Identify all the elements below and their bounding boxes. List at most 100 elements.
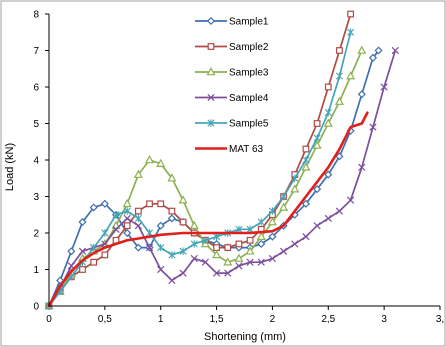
- y-tick-label: 3: [33, 192, 39, 203]
- data-point-sample3: [223, 257, 233, 266]
- data-point-sample4: [235, 262, 243, 270]
- legend-item-sample5: Sample5: [195, 119, 269, 130]
- data-point-sample2: [324, 83, 332, 91]
- data-point-sample4: [358, 163, 366, 171]
- y-tick-label: 6: [33, 83, 39, 94]
- x-axis-ticks: 0 0,5 1 1,5 2 2,5 3 3,: [46, 306, 444, 325]
- legend-marker-sample5: [207, 119, 215, 127]
- data-point-sample3: [290, 184, 300, 193]
- data-point-sample2: [134, 207, 142, 215]
- data-point-sample4: [391, 46, 399, 55]
- data-point-sample4: [123, 214, 131, 223]
- data-point-sample1: [123, 228, 132, 238]
- data-point-sample4: [145, 243, 154, 252]
- data-point-sample2: [157, 200, 165, 208]
- data-point-sample3: [357, 45, 367, 54]
- legend-marker-sample1: [206, 16, 216, 26]
- data-point-sample4: [246, 258, 254, 266]
- data-point-sample2: [347, 10, 355, 18]
- data-point-sample1: [167, 214, 176, 223]
- data-point-sample4: [335, 207, 344, 215]
- data-point-sample3: [267, 217, 277, 226]
- data-point-sample5: [335, 72, 344, 80]
- y-tick-label: 2: [33, 229, 39, 240]
- data-point-sample3: [323, 118, 333, 127]
- data-point-sample1: [78, 218, 87, 227]
- legend-label-sample4: Sample4: [229, 93, 269, 104]
- data-point-sample4: [157, 265, 165, 274]
- legend: Sample1 Sample2 Sample3 Sample4 Sample5 MAT 6…: [195, 16, 269, 155]
- series-line-mat-63: [47, 111, 369, 308]
- data-point-sample1: [335, 152, 344, 161]
- x-axis-title: Shortening (mm): [204, 331, 286, 343]
- legend-item-sample3: Sample3: [195, 67, 269, 79]
- data-point-sample3: [312, 140, 322, 149]
- data-point-sample3: [212, 249, 222, 259]
- data-point-sample5: [302, 156, 310, 164]
- data-point-sample5: [123, 207, 131, 215]
- series-sample4: [45, 46, 399, 310]
- series-line-sample2: [48, 13, 352, 307]
- legend-item-sample2: Sample2: [195, 42, 269, 53]
- data-point-sample3: [133, 169, 143, 178]
- legend-label-mat-63: MAT 63: [229, 144, 264, 155]
- data-point-sample3: [156, 158, 166, 167]
- x-tick-label: 2,5: [321, 314, 335, 325]
- y-tick-label: 0: [33, 302, 39, 313]
- data-point-sample3: [167, 173, 177, 182]
- y-axis-title: Load (kN): [4, 143, 16, 191]
- y-tick-label: 7: [33, 46, 39, 57]
- data-point-sample4: [313, 222, 321, 230]
- data-point-sample3: [178, 195, 188, 204]
- series-sample5: [45, 28, 355, 310]
- data-point-sample2: [179, 218, 187, 226]
- data-point-sample3: [334, 96, 344, 105]
- data-point-sample5: [112, 211, 120, 219]
- data-point-sample4: [347, 196, 355, 204]
- data-point-sample3: [145, 155, 155, 164]
- legend-item-sample4: Sample4: [195, 93, 269, 104]
- data-point-sample1: [156, 221, 165, 230]
- series-layer: [44, 10, 399, 311]
- data-point-sample4: [268, 254, 277, 263]
- data-point-sample4: [302, 233, 310, 241]
- x-tick-label: 3: [381, 314, 387, 325]
- data-point-sample5: [101, 229, 109, 237]
- x-tick-label: 0: [46, 314, 52, 325]
- data-point-sample4: [257, 258, 265, 266]
- data-point-sample2: [79, 266, 86, 273]
- data-point-sample1: [89, 203, 98, 212]
- data-point-sample3: [301, 162, 311, 171]
- data-point-sample2: [336, 47, 343, 54]
- data-point-sample3: [122, 198, 132, 208]
- data-point-sample1: [268, 232, 277, 241]
- data-point-sample3: [256, 231, 266, 240]
- x-tick-label: 1: [158, 314, 164, 325]
- y-tick-label: 8: [33, 10, 39, 21]
- data-point-sample2: [224, 244, 232, 252]
- legend-label-sample3: Sample3: [229, 68, 269, 79]
- data-point-sample2: [101, 251, 109, 259]
- data-point-sample3: [346, 71, 356, 80]
- data-point-sample4: [201, 258, 210, 266]
- data-point-sample4: [112, 225, 120, 233]
- data-point-sample4: [168, 276, 176, 285]
- data-point-sample5: [157, 243, 165, 252]
- y-tick-label: 4: [33, 156, 39, 167]
- data-point-sample5: [257, 218, 265, 226]
- data-point-sample4: [190, 254, 198, 263]
- legend-marker-sample4: [207, 93, 215, 102]
- data-point-sample2: [146, 200, 153, 208]
- legend-item-mat-63: MAT 63: [195, 144, 264, 155]
- data-point-sample5: [280, 192, 288, 201]
- data-point-sample1: [100, 199, 109, 208]
- y-tick-label: 5: [33, 119, 39, 130]
- data-point-sample5: [190, 240, 198, 248]
- data-point-sample4: [212, 269, 221, 277]
- legend-label-sample1: Sample1: [229, 17, 269, 28]
- series-line-sample5: [48, 31, 352, 307]
- legend-label-sample2: Sample2: [229, 42, 269, 53]
- data-point-sample1: [67, 247, 76, 256]
- data-point-sample5: [313, 134, 321, 142]
